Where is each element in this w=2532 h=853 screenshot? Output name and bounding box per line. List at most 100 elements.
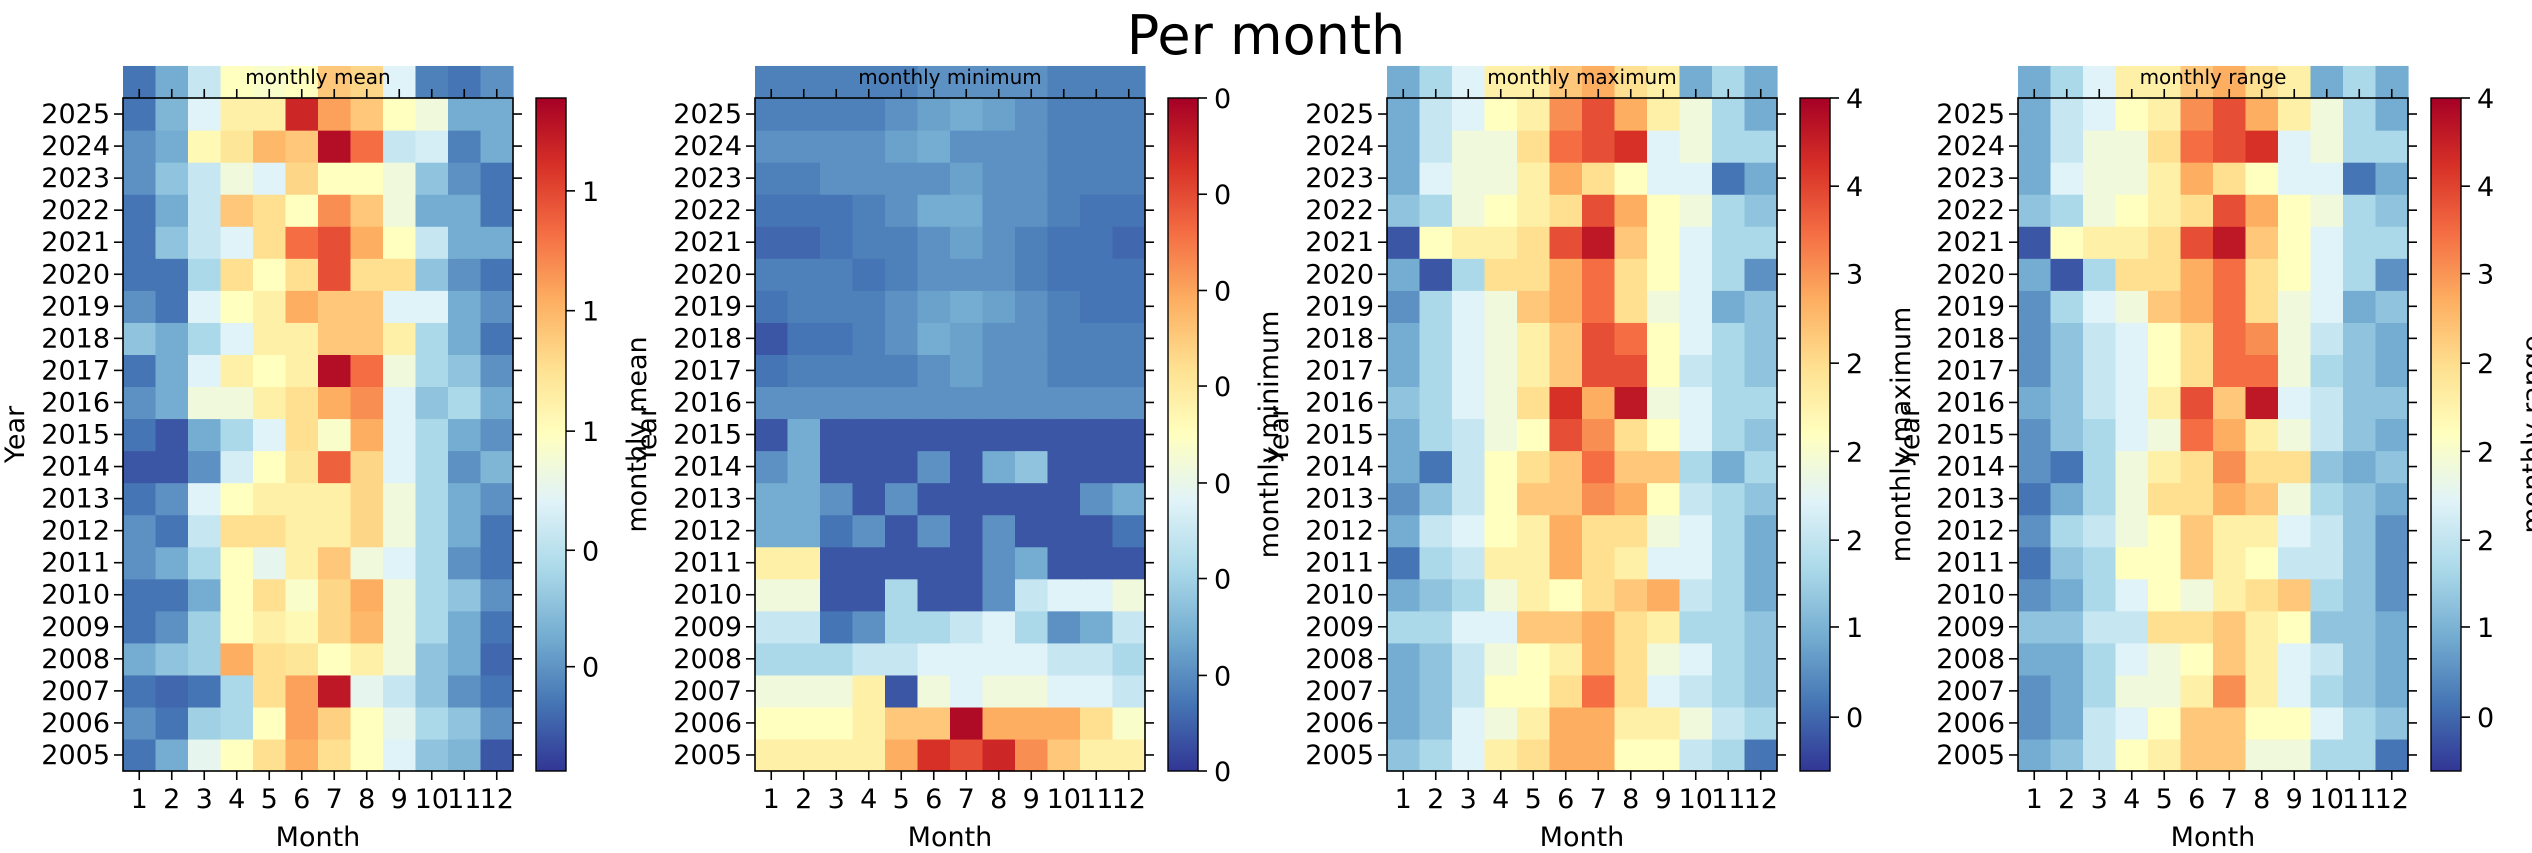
heatmap-cell	[1112, 98, 1146, 131]
heatmap-cell	[448, 354, 482, 388]
heatmap-cell	[2083, 194, 2117, 227]
y-tick-label: 2023	[41, 163, 110, 194]
heatmap-cell	[1582, 482, 1616, 516]
heatmap-cell	[1047, 226, 1081, 259]
heatmap-cell	[318, 194, 352, 227]
x-tick-label: 4	[860, 784, 877, 815]
heatmap-cell	[852, 610, 886, 644]
heatmap-cell	[350, 450, 384, 484]
heatmap-cell	[480, 482, 514, 516]
heatmap-cell	[2375, 514, 2409, 548]
heatmap-cell	[2083, 258, 2117, 291]
heatmap-cell	[1744, 322, 1778, 355]
heatmap-cell	[253, 610, 287, 644]
heatmap-cell	[885, 386, 919, 420]
heatmap-cell	[852, 418, 886, 452]
heatmap-cell	[820, 354, 854, 388]
heatmap-cell	[1080, 610, 1114, 644]
heatmap-cell	[1517, 482, 1551, 516]
heatmap-panel-1: 1 2 3 4 5 6 7 8 9 1011122005200620072008200920102…	[0, 65, 653, 853]
heatmap-cell	[253, 514, 287, 548]
heatmap-cell	[285, 290, 319, 323]
y-tick-label: 2015	[1305, 420, 1374, 451]
heatmap-cell	[852, 162, 886, 195]
heatmap-cell	[383, 386, 417, 420]
heatmap-cell	[1582, 290, 1616, 323]
heatmap-cell	[2180, 418, 2214, 452]
colorbar	[535, 97, 567, 772]
heatmap-cell	[318, 578, 352, 612]
heatmap-cell	[1047, 290, 1081, 323]
y-tick-label: 2020	[41, 259, 110, 290]
heatmap-cell	[982, 130, 1016, 163]
heatmap-cell	[852, 226, 886, 259]
y-tick-label: 2013	[1305, 484, 1374, 515]
heatmap-cell	[1712, 226, 1746, 259]
heatmap-cell	[123, 738, 157, 772]
heatmap-cell	[448, 322, 482, 355]
heatmap-cell	[2343, 226, 2377, 259]
heatmap-cell	[1744, 546, 1778, 580]
heatmap-cell	[2050, 290, 2084, 323]
heatmap-cell	[1679, 418, 1713, 452]
y-tick-label: 2005	[673, 740, 742, 771]
x-tick-label: 12	[2375, 784, 2409, 815]
heatmap-cell	[1712, 354, 1746, 388]
heatmap-cell	[1047, 354, 1081, 388]
heatmap-cell	[318, 322, 352, 355]
heatmap-cell	[285, 194, 319, 227]
colorbar-tick-label: 4	[1846, 172, 1863, 203]
y-tick-label: 2010	[41, 580, 110, 611]
heatmap-cell	[852, 546, 886, 580]
heatmap-cell	[2180, 258, 2214, 291]
x-tick-label: 3	[196, 784, 213, 815]
colorbar-tick-label: 4	[2477, 172, 2494, 203]
heatmap-cell	[1419, 322, 1453, 355]
heatmap-cell	[2278, 226, 2312, 259]
heatmap-cell	[2278, 322, 2312, 355]
heatmap-cell	[2083, 706, 2117, 740]
heatmap-cell	[1080, 194, 1114, 227]
y-axis-label: Year	[1264, 405, 1295, 464]
heatmap-cell	[2018, 98, 2052, 131]
heatmap-cell	[1712, 514, 1746, 548]
heatmap-cell	[448, 386, 482, 420]
heatmap-cell	[2083, 674, 2117, 708]
heatmap-cell	[1047, 482, 1081, 516]
heatmap-cell	[1112, 578, 1146, 612]
heatmap-cell	[1744, 258, 1778, 291]
heatmap-cell	[1452, 98, 1486, 131]
heatmap-cell	[1679, 258, 1713, 291]
colorbar-tick-label: 0	[1214, 565, 1231, 596]
heatmap-cell	[1517, 258, 1551, 291]
colorbar-tick-label: 0	[1214, 180, 1231, 211]
heatmap-cell	[1744, 578, 1778, 612]
heatmap-cell	[820, 450, 854, 484]
heatmap-cell	[350, 418, 384, 452]
heatmap-cell	[852, 290, 886, 323]
heatmap-cell	[2083, 514, 2117, 548]
heatmap-cell	[285, 578, 319, 612]
heatmap-cell	[2375, 706, 2409, 740]
heatmap-cell	[1387, 194, 1421, 227]
heatmap-cell	[1679, 514, 1713, 548]
heatmap-cell	[1387, 642, 1421, 676]
heatmap-cell	[852, 386, 886, 420]
heatmap-cell	[1080, 98, 1114, 131]
y-tick-label: 2013	[1936, 484, 2005, 515]
heatmap-cell	[950, 322, 984, 355]
heatmap-cell	[2278, 194, 2312, 227]
heatmap-cell	[220, 514, 254, 548]
colorbar-tick-label: 3	[2477, 260, 2494, 291]
heatmap-cell	[1647, 226, 1681, 259]
heatmap-cell	[155, 354, 189, 388]
heatmap-cell	[1112, 418, 1146, 452]
y-tick-label: 2009	[41, 612, 110, 643]
heatmap-cell	[220, 482, 254, 516]
heatmap-cell	[2343, 546, 2377, 580]
heatmap-cell	[1484, 418, 1518, 452]
heatmap-cell	[982, 610, 1016, 644]
heatmap-cell	[1419, 130, 1453, 163]
heatmap-cell	[1517, 546, 1551, 580]
heatmap-cell	[1549, 674, 1583, 708]
